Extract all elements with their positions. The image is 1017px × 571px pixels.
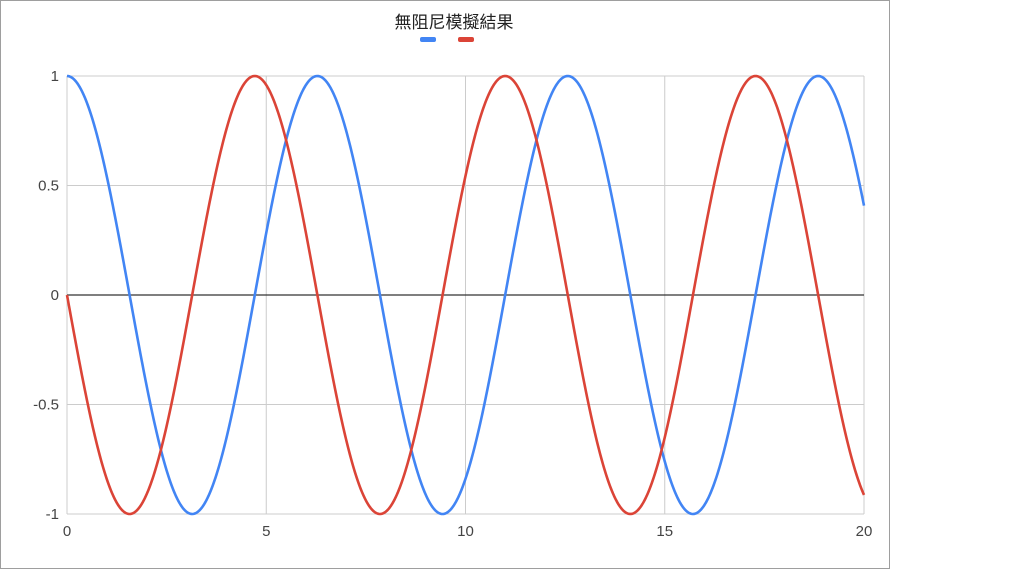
chart-title: 無阻尼模擬結果 [394,13,514,33]
tick-labels: 0 5 10 15 20 1 0.5 0 -0.5 -1 [33,68,872,540]
y-tick-label: 0 [51,287,59,304]
x-tick-label: 20 [856,523,873,540]
series-group [65,74,866,516]
x-tick-label: 15 [656,523,673,540]
y-tick-label: -1 [46,506,59,523]
x-tick-label: 5 [262,523,270,540]
legend-swatch-1 [458,37,474,42]
x-tick-label: 10 [457,523,474,540]
series-line-1 [65,74,866,516]
y-tick-label: 1 [51,68,59,85]
series-line-0 [66,74,866,516]
x-tick-label: 0 [63,523,71,540]
legend [420,37,474,42]
y-tick-label: -0.5 [33,397,59,414]
legend-swatch-0 [420,37,436,42]
y-tick-label: 0.5 [38,178,59,195]
